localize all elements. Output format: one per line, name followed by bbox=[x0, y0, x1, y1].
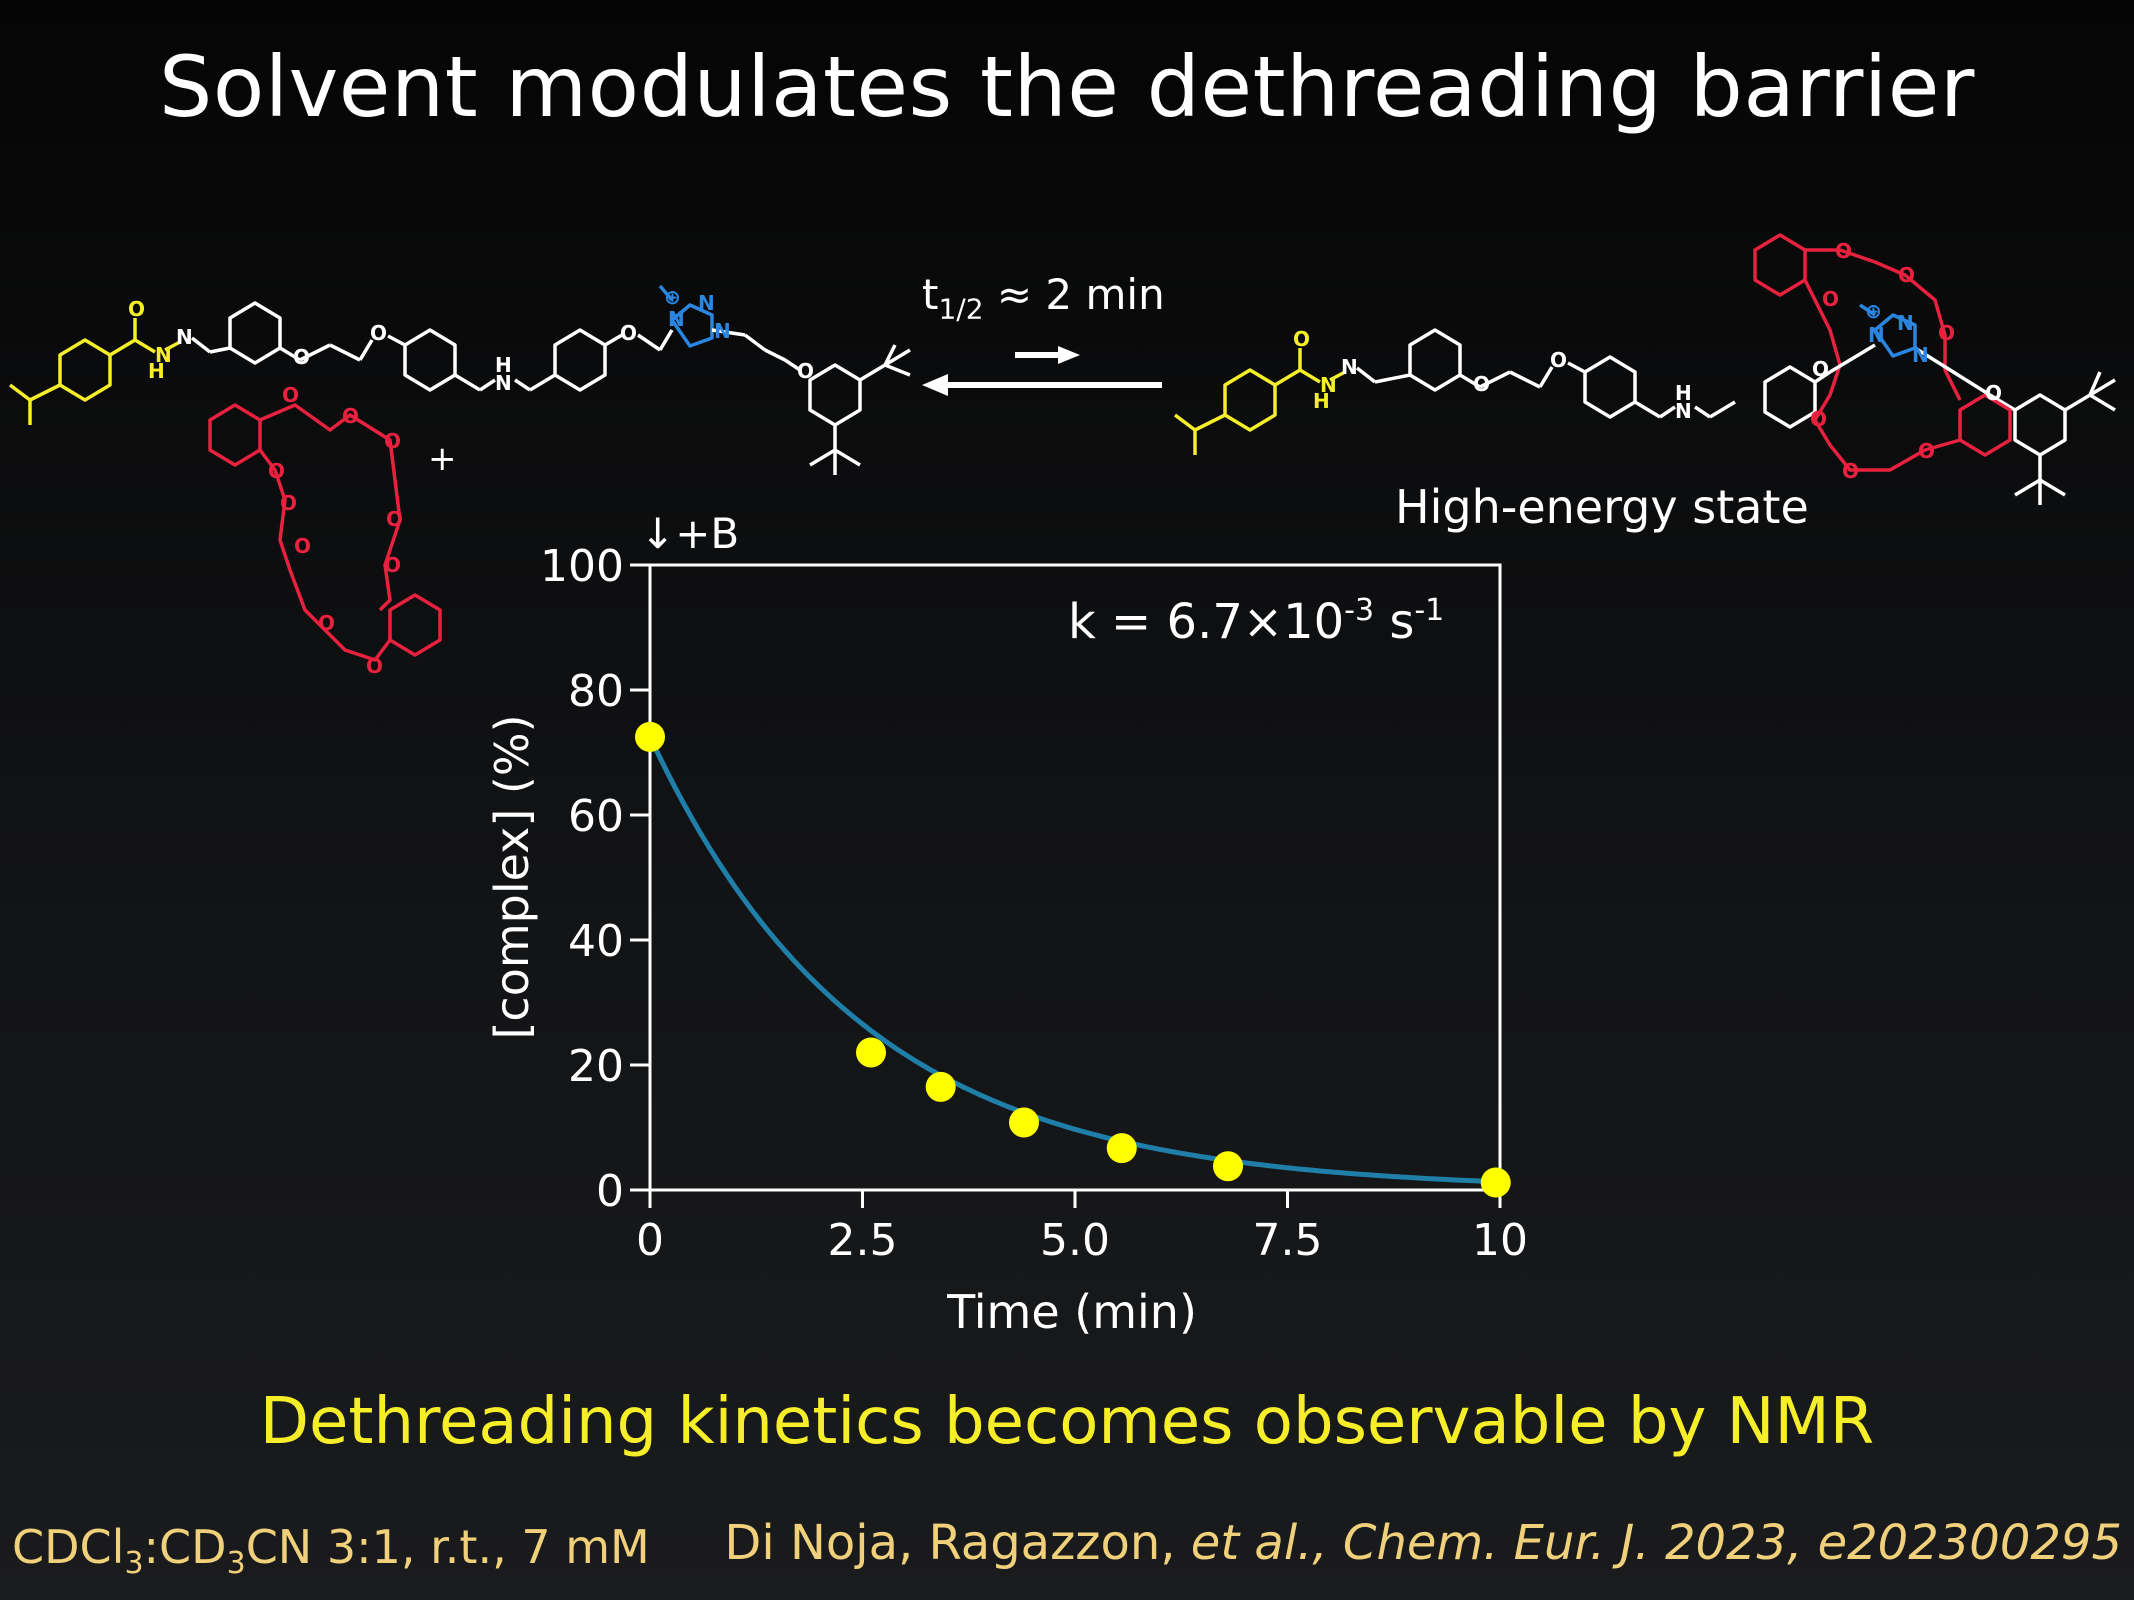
atom-label: N bbox=[155, 343, 172, 367]
atom-label: H bbox=[495, 353, 512, 377]
atom-label: H bbox=[148, 359, 165, 383]
atom-label: N bbox=[1675, 399, 1692, 423]
addition-annotation: ↓+B bbox=[640, 509, 739, 558]
atom-label: O bbox=[370, 321, 387, 345]
slide-title: Solvent modulates the dethreading barrie… bbox=[159, 38, 1975, 136]
atom-label: O bbox=[1835, 239, 1852, 263]
atom-label: O bbox=[1293, 327, 1310, 351]
atom-label: N bbox=[1868, 323, 1885, 347]
atom-label: ⊕ bbox=[1865, 299, 1882, 323]
atom-label: N bbox=[1320, 373, 1337, 397]
atom-label: O bbox=[280, 491, 297, 515]
fit-curve bbox=[647, 735, 1501, 1185]
citation-text: Di Noja, Ragazzon, et al., Chem. Eur. J.… bbox=[724, 1515, 2122, 1571]
atom-label: O bbox=[342, 404, 359, 428]
y-tick-label: 60 bbox=[568, 791, 624, 842]
y-tick-label: 80 bbox=[568, 666, 624, 717]
atom-label: O bbox=[128, 297, 145, 321]
x-tick-label: 5.0 bbox=[1040, 1215, 1110, 1266]
equilibrium-arrows bbox=[940, 352, 1162, 388]
data-points bbox=[635, 721, 1511, 1198]
high-energy-state-label: High-energy state bbox=[1395, 480, 1809, 534]
atom-label: N bbox=[495, 371, 512, 395]
atom-label: O bbox=[797, 359, 814, 383]
x-axis-label: Time (min) bbox=[946, 1285, 1197, 1339]
atom-label: H bbox=[1675, 381, 1692, 405]
atom-label: O bbox=[1842, 459, 1859, 483]
plus-sign: + bbox=[428, 439, 457, 479]
triazolium-left bbox=[658, 284, 714, 348]
atom-label: O bbox=[294, 534, 311, 558]
axle-stopper-left bbox=[8, 318, 181, 425]
axle-stopper-right bbox=[1173, 348, 1346, 455]
atom-label: O bbox=[318, 611, 335, 635]
atom-label: O bbox=[1938, 321, 1955, 345]
atom-label: O bbox=[1810, 407, 1827, 431]
triazolium-right bbox=[1859, 303, 1917, 358]
atom-label: O bbox=[282, 383, 299, 407]
atom-label: N bbox=[1897, 311, 1914, 335]
free-macrocycle bbox=[208, 403, 442, 662]
atom-label: O bbox=[1985, 381, 2002, 405]
atom-label: N bbox=[668, 307, 685, 331]
arrow-head-right bbox=[1058, 346, 1080, 364]
atom-label: N bbox=[714, 319, 731, 343]
rate-constant-label: k = 6.7×10-3 s-1 bbox=[1068, 593, 1444, 650]
plot-frame bbox=[648, 563, 1502, 1192]
y-tick-label: 40 bbox=[568, 916, 624, 967]
atom-label: N bbox=[176, 325, 193, 349]
x-tick-label: 2.5 bbox=[828, 1215, 898, 1266]
arrow-head-left bbox=[922, 374, 948, 396]
y-axis: 0 20 40 60 80 100 bbox=[540, 541, 650, 1217]
atom-label: O bbox=[1918, 439, 1935, 463]
atom-label: O bbox=[384, 553, 401, 577]
atom-label: O bbox=[268, 459, 285, 483]
data-point bbox=[925, 1071, 956, 1102]
atom-label: ⊕ bbox=[664, 285, 681, 309]
axle-chain-left bbox=[190, 301, 911, 475]
axle-chain-right bbox=[1355, 328, 2116, 505]
atom-label: N bbox=[698, 291, 715, 315]
data-point bbox=[1106, 1133, 1137, 1164]
x-tick-label: 7.5 bbox=[1253, 1215, 1323, 1266]
atom-label: O bbox=[620, 321, 637, 345]
atom-label: N bbox=[1341, 355, 1358, 379]
atom-label: H bbox=[1313, 389, 1330, 413]
atom-label: O bbox=[384, 429, 401, 453]
atom-label: O bbox=[386, 507, 403, 531]
threaded-macrocycle bbox=[1753, 233, 2012, 472]
x-axis: 0 2.5 5.0 7.5 10 bbox=[636, 1190, 1528, 1266]
data-point bbox=[635, 721, 665, 752]
y-axis-label: [complex] (%) bbox=[485, 714, 539, 1039]
atom-label: O bbox=[1812, 357, 1829, 381]
y-tick-label: 0 bbox=[596, 1166, 624, 1217]
data-point bbox=[1009, 1107, 1039, 1138]
y-tick-label: 20 bbox=[568, 1041, 624, 1092]
data-point bbox=[856, 1037, 886, 1068]
atom-label: O bbox=[1898, 263, 1915, 287]
y-tick-label: 100 bbox=[540, 541, 624, 592]
x-tick-label: 0 bbox=[636, 1215, 664, 1266]
atom-label: O bbox=[293, 345, 310, 369]
atom-label: O bbox=[1473, 372, 1490, 396]
atom-label: O bbox=[1822, 287, 1839, 311]
data-point bbox=[1213, 1151, 1243, 1182]
conditions-text: CDCl3:CD3CN 3:1, r.t., 7 mM bbox=[12, 1520, 650, 1582]
half-life-label: t1/2 ≈ 2 min bbox=[922, 270, 1165, 326]
x-tick-label: 10 bbox=[1472, 1215, 1528, 1266]
conclusion-text: Dethreading kinetics becomes observable … bbox=[259, 1385, 1875, 1459]
atom-label: N bbox=[1912, 343, 1929, 367]
atom-label: O bbox=[366, 654, 383, 678]
data-point bbox=[1480, 1167, 1511, 1198]
atom-label: O bbox=[1550, 348, 1567, 372]
